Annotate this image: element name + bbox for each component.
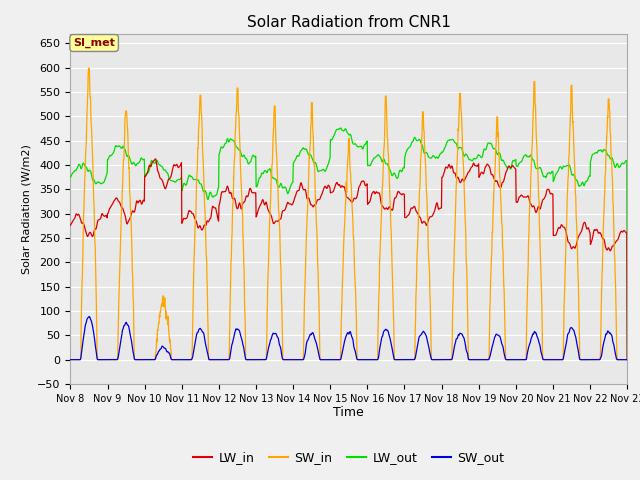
LW_in [177,161,185,167]
SW_in [84,65,92,71]
Line: LW_in: LW_in [70,159,627,360]
LW_out [67,174,74,180]
SW_out [253,357,260,362]
LW_in [623,357,631,362]
SW_in [177,357,185,362]
Title: Solar Radiation from CNR1: Solar Radiation from CNR1 [247,15,451,30]
SW_in [67,357,74,362]
SW_out [177,357,185,362]
SW_out [436,357,444,362]
SW_out [67,357,74,362]
LW_in [253,212,260,218]
SW_out [623,357,631,362]
LW_out [190,177,198,182]
SW_in [191,241,198,247]
X-axis label: Time: Time [333,407,364,420]
LW_in [191,215,198,221]
LW_out [508,159,516,165]
LW_in [557,222,565,228]
LW_in [152,156,159,162]
LW_out [253,184,260,190]
LW_in [508,163,516,168]
SW_out [557,357,565,362]
SW_out [86,314,93,320]
SW_in [508,357,516,362]
SW_out [191,343,198,349]
Y-axis label: Solar Radiation (W/m2): Solar Radiation (W/m2) [22,144,32,274]
LW_out [623,357,631,362]
Line: SW_in: SW_in [70,68,627,360]
Line: LW_out: LW_out [70,128,627,360]
LW_out [337,125,344,131]
LW_out [557,165,565,171]
Text: SI_met: SI_met [73,38,115,48]
SW_out [508,357,516,362]
SW_in [253,357,260,362]
LW_in [436,205,444,211]
SW_in [623,357,631,362]
SW_in [436,357,444,362]
LW_out [436,152,444,158]
SW_in [557,357,565,362]
Line: SW_out: SW_out [70,317,627,360]
LW_out [177,176,184,181]
LW_in [67,222,74,228]
Legend: LW_in, SW_in, LW_out, SW_out: LW_in, SW_in, LW_out, SW_out [188,446,509,469]
